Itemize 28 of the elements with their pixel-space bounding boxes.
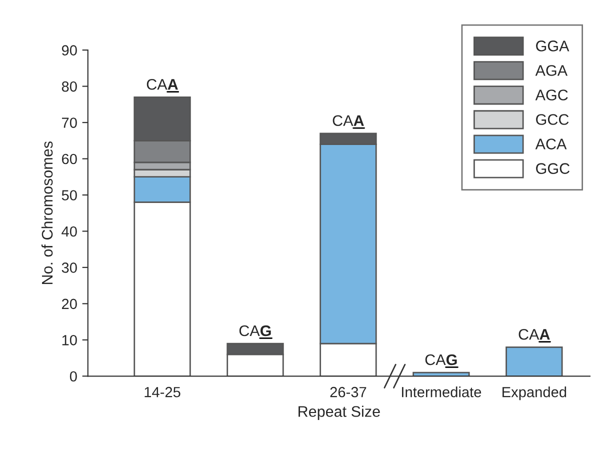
legend-label: AGA [535, 65, 568, 76]
y-tick-label: 50 [62, 190, 77, 200]
y-tick-label: 20 [62, 298, 77, 310]
y-tick-label: 60 [62, 154, 77, 164]
annotation: CAA [332, 115, 364, 126]
y-tick-label: 40 [62, 226, 77, 237]
x-tick-label: 26-37 [330, 386, 366, 398]
y-tick-label: 90 [62, 45, 77, 56]
legend-label: ACA [535, 138, 567, 150]
legend-label: AGC [535, 90, 568, 100]
y-axis-title: No. of Chromosomes [41, 141, 53, 284]
x-tick-label: Intermediate [402, 386, 482, 398]
y-tick-label: 10 [62, 335, 77, 346]
annotation: CAG [239, 325, 271, 336]
y-tick-label: 70 [62, 118, 77, 128]
y-tick-label: 80 [62, 81, 77, 92]
legend-label: GGC [536, 163, 570, 174]
bar [506, 346, 563, 376]
annotation: CAA [518, 328, 550, 340]
x-axis-title: Repeat Size [298, 406, 380, 420]
annotation: CAA [146, 78, 178, 90]
x-tick-label: 14-25 [144, 386, 180, 398]
x-tick-label: Expanded [502, 386, 566, 400]
legend-label: GCC [536, 114, 569, 125]
annotation: CAG [425, 354, 457, 366]
y-tick-label: 0 [70, 371, 77, 382]
legend-label: GGA [536, 40, 570, 52]
y-tick-label: 30 [62, 262, 77, 273]
